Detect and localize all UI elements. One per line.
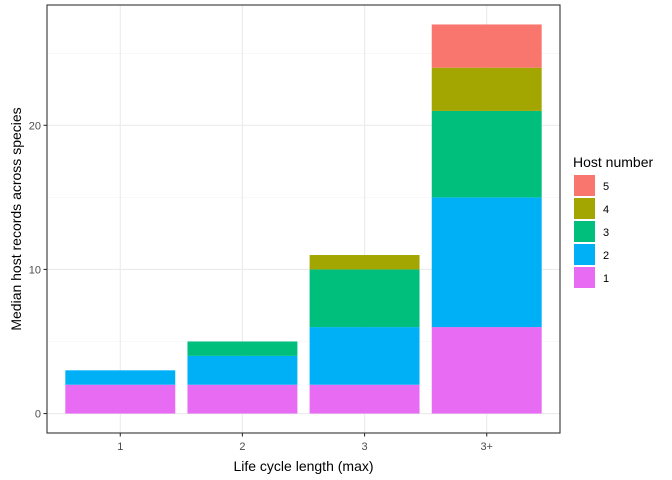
bar-segment bbox=[309, 384, 420, 414]
bar-segment bbox=[187, 355, 298, 385]
y-tick-label: 10 bbox=[29, 264, 41, 276]
bar-segment bbox=[431, 327, 542, 414]
legend-key bbox=[574, 198, 595, 219]
legend-label: 1 bbox=[603, 273, 609, 285]
x-tick-label: 3 bbox=[362, 441, 368, 453]
bar-segment bbox=[431, 67, 542, 111]
bar-segment bbox=[65, 384, 176, 414]
legend-label: 5 bbox=[603, 181, 609, 193]
bar-segment bbox=[309, 327, 420, 385]
y-axis-title: Median host records across species bbox=[8, 107, 24, 330]
bar-segment bbox=[431, 197, 542, 328]
x-axis: 1 2 3 3+ bbox=[117, 433, 493, 453]
legend-title: Host number bbox=[573, 154, 653, 170]
bar-segment bbox=[309, 255, 420, 270]
x-tick-label: 2 bbox=[239, 441, 245, 453]
x-tick-label: 1 bbox=[117, 441, 123, 453]
y-tick-label: 20 bbox=[29, 120, 41, 132]
legend-key bbox=[574, 221, 595, 242]
legend-label: 3 bbox=[603, 227, 609, 239]
plot-panel bbox=[46, 4, 561, 434]
bar-segment bbox=[431, 24, 542, 68]
legend-key bbox=[574, 244, 595, 265]
legend-key bbox=[574, 267, 595, 288]
bar-segment bbox=[187, 341, 298, 356]
bar-segment bbox=[65, 370, 176, 385]
bar-segment bbox=[187, 384, 298, 414]
legend-key bbox=[574, 175, 595, 196]
bar-segment bbox=[309, 269, 420, 328]
x-axis-title: Life cycle length (max) bbox=[233, 458, 373, 474]
y-tick-label: 0 bbox=[35, 409, 41, 421]
y-axis: 0 10 20 bbox=[29, 120, 47, 421]
legend-label: 2 bbox=[603, 250, 609, 262]
bar-segment bbox=[431, 110, 542, 198]
panel-border bbox=[46, 4, 561, 434]
legend: Host number 5 4 3 2 1 bbox=[573, 154, 653, 288]
legend-label: 4 bbox=[603, 204, 609, 216]
x-tick-label: 3+ bbox=[480, 441, 493, 453]
